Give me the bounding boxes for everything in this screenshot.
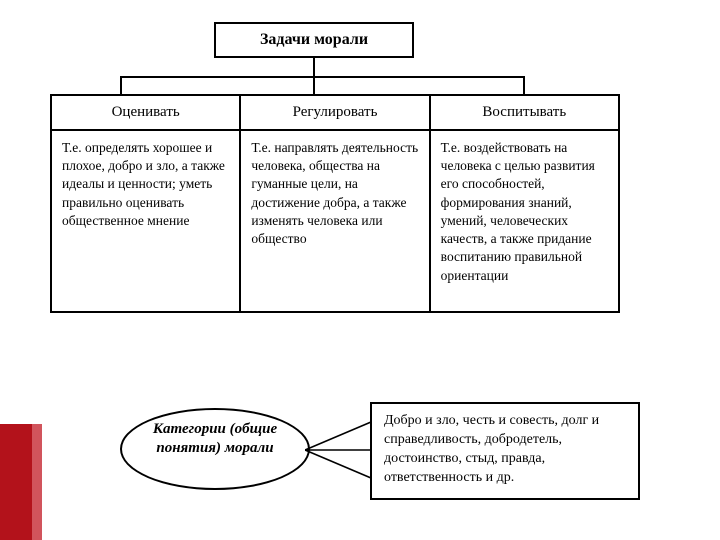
slide-accent-bar [0,424,32,540]
categories-connector-fan [305,414,375,486]
categories-ellipse: Категории (общие понятия) морали [120,408,310,490]
column-body: Т.е. воздействовать на человека с целью … [431,131,618,311]
categories-box-text: Добро и зло, честь и совесть, долг и спр… [384,413,599,485]
page-root: { "diagram": { "type": "flowchart", "bac… [0,0,720,540]
connector-drop-3 [523,76,525,94]
connector-hbar [120,76,525,78]
column-heading: Воспитывать [431,96,618,131]
connector-drop-2 [313,76,315,94]
column-body: Т.е. определять хорошее и плохое, добро … [52,131,239,311]
tasks-title-box: Задачи морали [214,22,414,58]
column-regulate: Регулировать Т.е. направлять деятельност… [241,96,430,311]
column-educate: Воспитывать Т.е. воздействовать на челов… [431,96,618,311]
connector-drop-1 [120,76,122,94]
tasks-title-text: Задачи морали [260,31,368,48]
column-body: Т.е. направлять деятельность человека, о… [241,131,428,311]
categories-ellipse-label: Категории (общие понятия) морали [153,421,277,456]
categories-box: Добро и зло, честь и совесть, долг и спр… [370,402,640,500]
column-evaluate: Оценивать Т.е. определять хорошее и плох… [52,96,241,311]
tasks-columns: Оценивать Т.е. определять хорошее и плох… [50,94,620,313]
connector-trunk [313,58,315,76]
column-heading: Оценивать [52,96,239,131]
column-heading: Регулировать [241,96,428,131]
